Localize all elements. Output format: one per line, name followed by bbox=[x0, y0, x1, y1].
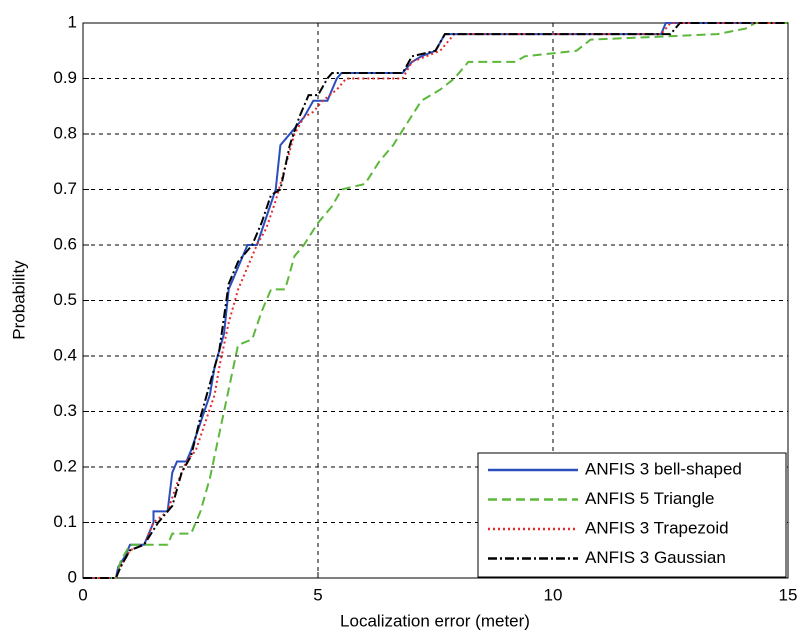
y-tick-label: 0.2 bbox=[53, 456, 77, 475]
y-axis-label: Probability bbox=[9, 260, 28, 340]
y-tick-label: 0.9 bbox=[53, 68, 77, 87]
x-tick-label: 5 bbox=[313, 585, 322, 604]
y-tick-label: 0.3 bbox=[53, 401, 77, 420]
legend-label: ANFIS 3 Trapezoid bbox=[585, 518, 729, 537]
x-tick-label: 15 bbox=[779, 585, 798, 604]
series-line bbox=[83, 22, 788, 579]
legend-label: ANFIS 5 Triangle bbox=[585, 489, 714, 508]
series-line bbox=[83, 22, 788, 579]
legend-label: ANFIS 3 bell-shaped bbox=[585, 459, 742, 478]
y-tick-label: 0.6 bbox=[53, 234, 77, 253]
series-line bbox=[83, 22, 788, 579]
series-line bbox=[83, 22, 788, 579]
x-tick-label: 10 bbox=[544, 585, 563, 604]
x-tick-label: 0 bbox=[78, 585, 87, 604]
y-tick-label: 0.5 bbox=[53, 290, 77, 309]
legend-label: ANFIS 3 Gaussian bbox=[585, 548, 726, 567]
x-axis-label: Localization error (meter) bbox=[340, 611, 530, 630]
y-tick-label: 1 bbox=[68, 12, 77, 31]
y-tick-label: 0.1 bbox=[53, 512, 77, 531]
plot-frame bbox=[82, 22, 789, 579]
legend-box bbox=[477, 452, 787, 578]
y-tick-label: 0 bbox=[68, 567, 77, 586]
y-tick-label: 0.7 bbox=[53, 179, 77, 198]
y-tick-label: 0.4 bbox=[53, 345, 77, 364]
y-tick-label: 0.8 bbox=[53, 123, 77, 142]
